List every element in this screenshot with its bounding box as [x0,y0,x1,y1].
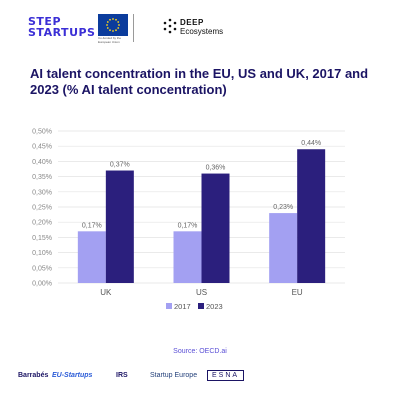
bar-chart: 0,00% 0,05% 0,10% 0,15% 0,20% 0,25% 0,30% 0,35%… [32,129,345,311]
irs-logo: IRS [116,372,128,379]
header-logos: STEP STARTUPS Co-funded by the European … [0,14,400,50]
bar-2023-EU [297,149,326,283]
y-tick-label: 0,15% [32,235,52,242]
legend-swatch [166,303,172,309]
data-label: 0,44% [301,140,321,147]
barrabes-logo: Barrabés [18,372,49,379]
y-tick-label: 0,10% [32,250,52,257]
x-tick-label: EU [292,288,303,297]
bar-2023-US [201,173,230,283]
y-tick-label: 0,35% [32,174,52,181]
footer-logos: Barrabés EU-Startups IRS Startup Europe … [0,366,400,388]
eu-startups-logo: EU-Startups [52,372,93,379]
y-tick-label: 0,20% [32,220,52,227]
y-tick-label: 0,00% [32,281,52,288]
bar-2017-US [173,231,202,283]
startup-europe-logo: Startup Europe [150,372,198,379]
y-tick-label: 0,25% [32,205,52,212]
y-tick-label: 0,40% [32,159,52,166]
x-tick-label: US [196,288,207,297]
x-tick-label: UK [100,288,112,297]
y-tick-label: 0,45% [32,144,52,151]
data-label: 0,37% [110,162,130,169]
legend-swatch [198,303,204,309]
y-tick-label: 0,05% [32,265,52,272]
data-label: 0,36% [206,165,226,172]
step-startups-logo: STEP STARTUPS [28,15,96,39]
data-label: 0,23% [273,204,293,211]
legend-label: 2023 [206,302,223,311]
esna-logo: ESNA [207,370,245,381]
bar-2023-UK [105,170,134,283]
data-label: 0,17% [178,222,198,229]
data-label: 0,17% [82,222,102,229]
divider [133,14,134,42]
deep-ecosystems-icon [163,18,177,34]
y-tick-label: 0,50% [32,129,52,136]
deep-ecosystems-logo: DEEP Ecosystems [180,18,224,36]
eu-caption: Co-funded by the European Union [98,36,122,44]
legend-label: 2017 [174,302,191,311]
chart-title: AI talent concentration in the EU, US an… [30,66,369,97]
y-tick-label: 0,30% [32,189,52,196]
eu-flag-icon [98,14,128,36]
bar-2017-UK [77,231,106,283]
bar-2017-EU [269,213,298,283]
source-note: Source: OECD.ai [173,348,227,355]
